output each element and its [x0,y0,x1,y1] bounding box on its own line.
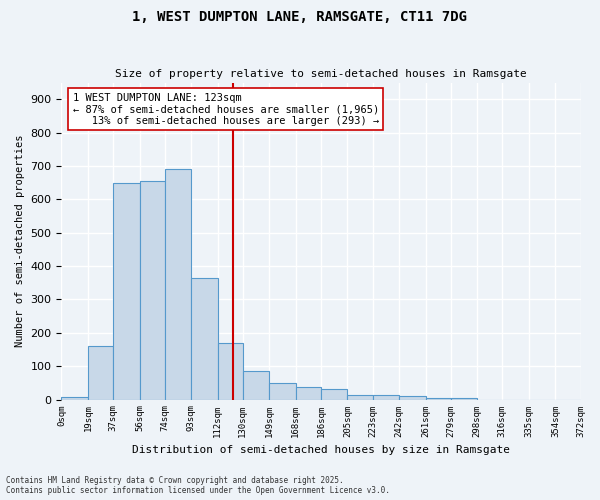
Bar [164,170,191,400]
Bar [88,346,113,400]
Bar [373,395,399,400]
Bar [140,181,164,400]
Bar [113,182,140,400]
Bar [321,389,347,400]
Text: Contains HM Land Registry data © Crown copyright and database right 2025.
Contai: Contains HM Land Registry data © Crown c… [6,476,390,495]
Title: Size of property relative to semi-detached houses in Ramsgate: Size of property relative to semi-detach… [115,69,527,79]
Bar [243,371,269,400]
Bar [399,396,425,400]
Bar [451,398,477,400]
Bar [425,398,451,400]
Y-axis label: Number of semi-detached properties: Number of semi-detached properties [15,135,25,348]
Bar [269,383,296,400]
Bar [218,343,243,400]
Bar [296,387,321,400]
X-axis label: Distribution of semi-detached houses by size in Ramsgate: Distribution of semi-detached houses by … [132,445,510,455]
Text: 1 WEST DUMPTON LANE: 123sqm
← 87% of semi-detached houses are smaller (1,965)
  : 1 WEST DUMPTON LANE: 123sqm ← 87% of sem… [73,92,379,126]
Bar [61,397,88,400]
Text: 1, WEST DUMPTON LANE, RAMSGATE, CT11 7DG: 1, WEST DUMPTON LANE, RAMSGATE, CT11 7DG [133,10,467,24]
Bar [347,395,373,400]
Bar [191,278,218,400]
